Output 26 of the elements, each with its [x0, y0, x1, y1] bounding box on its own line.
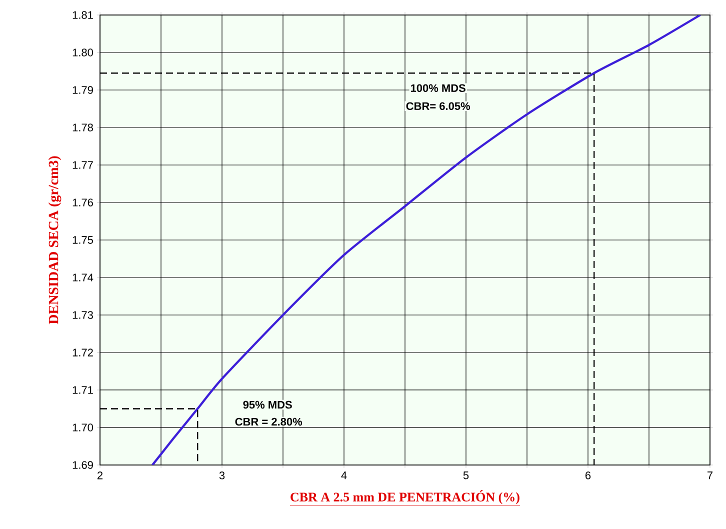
y-tick-label: 1.80 [72, 48, 94, 56]
y-axis-title: DENSIDAD SECA (gr/cm3) [48, 156, 62, 324]
y-tick-label: 1.75 [72, 236, 93, 244]
x-tick-label: 3 [219, 472, 225, 480]
line-series [151, 14, 702, 465]
x-tick-label: 2 [97, 472, 103, 480]
y-tick-label: 1.70 [72, 424, 94, 432]
y-tick-label: 1.69 [72, 461, 93, 469]
x-tick-label: 7 [707, 472, 712, 480]
y-tick-label: 1.77 [72, 161, 93, 169]
y-tick-label: 1.81 [72, 11, 93, 19]
x-axis-title: CBR A 2.5 mm DE PENETRACIÓN (%) [290, 490, 520, 504]
y-tick-label: 1.74 [72, 274, 94, 282]
y-tick-label: 1.76 [72, 198, 93, 206]
y-tick-label: 1.71 [72, 386, 93, 394]
annotation: 95% MDS [243, 400, 292, 409]
y-tick-label: 1.72 [72, 348, 93, 356]
x-tick-label: 5 [463, 472, 469, 480]
x-tick-label: 4 [341, 472, 347, 480]
annotation: 100% MDS [410, 84, 466, 92]
y-tick-label: 1.79 [72, 86, 93, 94]
x-tick-label: 6 [586, 472, 591, 480]
annotation: CBR = 2.80% [235, 418, 302, 426]
annotation: CBR= 6.05% [406, 102, 470, 110]
y-tick-label: 1.73 [72, 311, 93, 319]
y-tick-label: 1.78 [72, 124, 93, 132]
